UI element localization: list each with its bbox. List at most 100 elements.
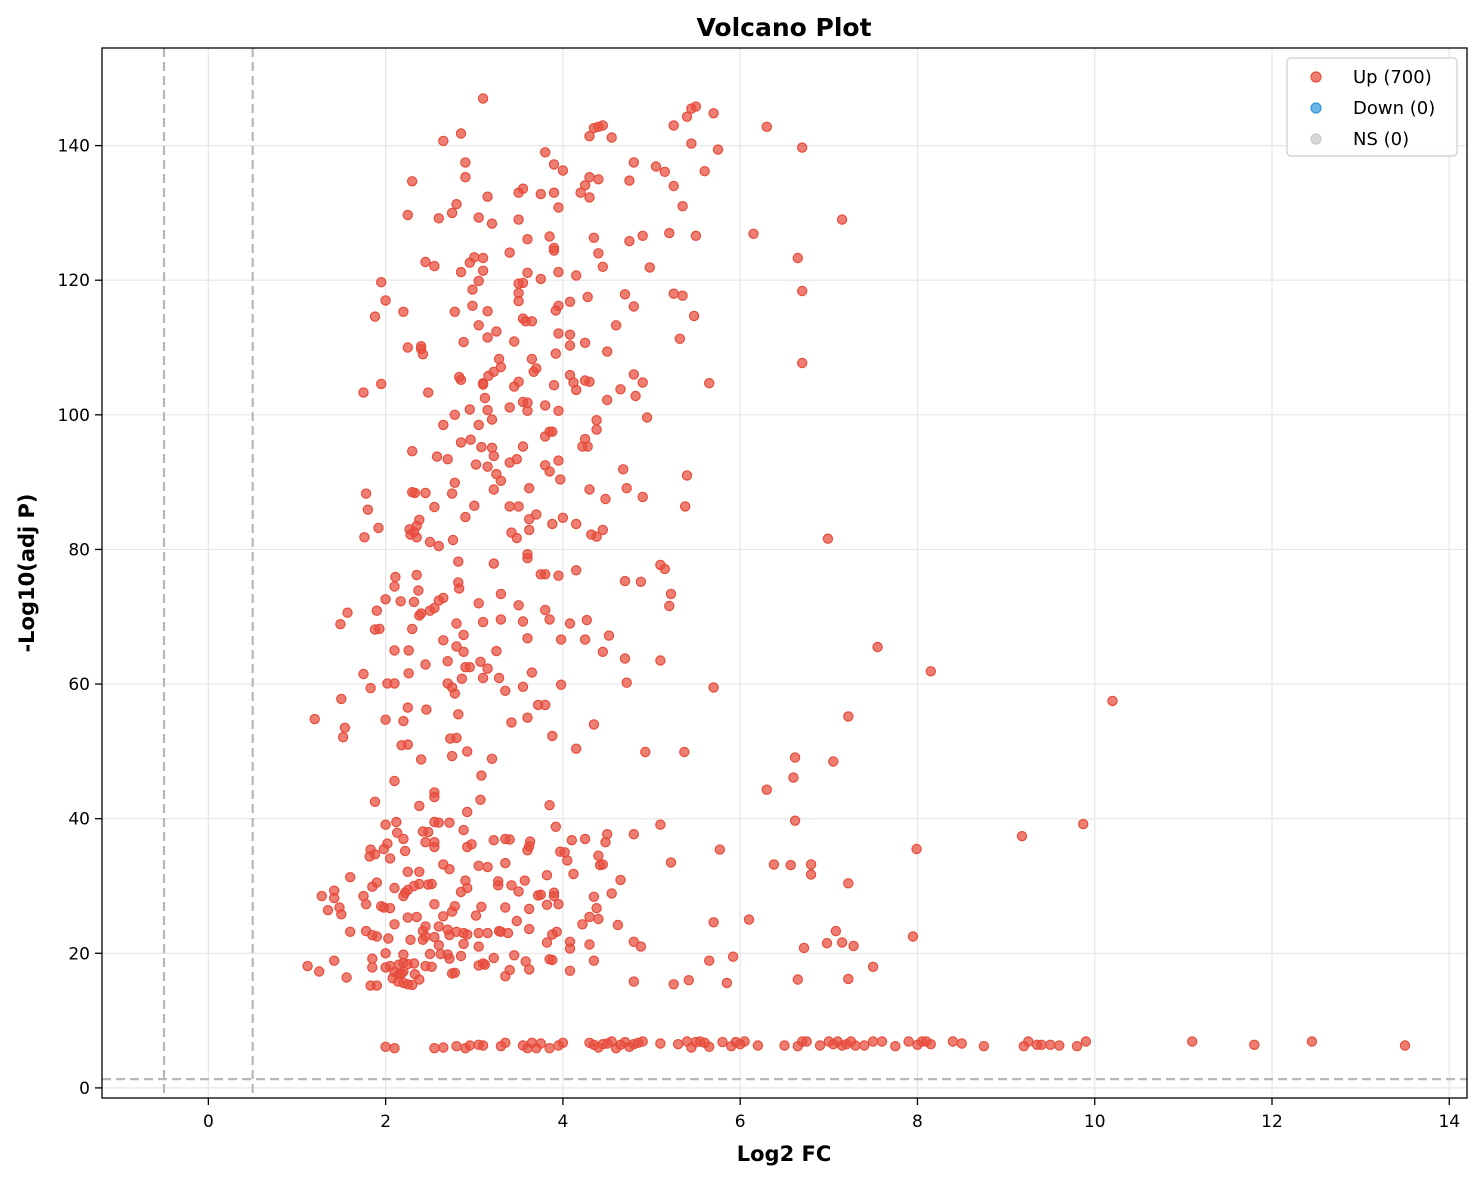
data-point (557, 165, 569, 176)
data-point (446, 488, 458, 499)
data-point (444, 817, 455, 828)
data-point (364, 851, 375, 862)
data-point (500, 857, 511, 869)
data-point (380, 295, 391, 306)
data-point (547, 518, 558, 530)
data-point (571, 518, 582, 530)
data-point (488, 835, 499, 846)
data-point (1023, 1036, 1034, 1047)
data-point (402, 958, 413, 970)
data-point (641, 412, 653, 423)
data-point (465, 434, 476, 445)
data-point (451, 641, 462, 652)
data-point (836, 214, 848, 225)
data-point (805, 869, 817, 880)
data-point (686, 103, 697, 114)
data-point (473, 212, 484, 223)
data-point (550, 821, 562, 833)
data-point (482, 663, 493, 674)
data-point (584, 939, 595, 950)
data-point (630, 390, 641, 402)
data-point (453, 556, 464, 567)
data-point (600, 493, 611, 505)
x-tick-label: 6 (735, 1112, 746, 1132)
data-point (517, 681, 529, 693)
data-point (470, 459, 482, 470)
data-point (615, 874, 626, 886)
data-point (407, 623, 418, 635)
data-point (371, 605, 382, 616)
data-point (610, 320, 622, 331)
data-point (535, 1038, 547, 1049)
data-point (890, 1040, 901, 1052)
data-point (867, 961, 879, 973)
data-point (411, 569, 422, 581)
data-point (579, 337, 591, 348)
data-point (628, 936, 640, 948)
data-point (822, 533, 834, 544)
data-point (562, 855, 573, 866)
data-point (438, 135, 449, 147)
chart-title: Volcano Plot (696, 13, 871, 42)
data-point (446, 906, 458, 917)
data-point (504, 402, 515, 413)
data-point (482, 332, 493, 343)
data-point (424, 536, 436, 548)
data-point (378, 902, 390, 913)
data-point (399, 845, 411, 857)
x-tick: 4 (557, 1098, 568, 1132)
data-point (365, 682, 376, 694)
data-point (557, 512, 569, 524)
y-tick: 20 (68, 944, 102, 964)
data-point (1036, 1039, 1047, 1051)
data-point (477, 616, 489, 628)
data-point (714, 844, 726, 855)
data-point (550, 305, 562, 316)
data-point (1045, 1039, 1056, 1051)
data-point (704, 955, 715, 966)
data-point (376, 378, 387, 390)
data-point (531, 509, 542, 520)
data-point (476, 441, 487, 453)
x-tick: 10 (1084, 1098, 1106, 1132)
data-point (708, 917, 719, 928)
data-point (469, 500, 480, 511)
data-point (600, 837, 611, 848)
data-point (482, 191, 493, 202)
data-point (482, 927, 493, 939)
data-point (584, 130, 595, 142)
data-point (398, 715, 409, 727)
data-point (1077, 818, 1089, 830)
data-point (797, 357, 808, 369)
data-point (517, 441, 529, 452)
data-point (395, 596, 406, 607)
data-point (540, 147, 551, 158)
data-point (316, 890, 327, 902)
data-point (360, 488, 372, 499)
data-point (414, 878, 425, 890)
data-point (659, 166, 671, 177)
y-axis-label: -Log10(adj P) (15, 493, 39, 652)
data-point (761, 784, 773, 795)
data-point (473, 320, 484, 331)
data-point (455, 886, 467, 898)
data-point (414, 800, 425, 812)
data-point (446, 207, 458, 219)
data-point (429, 816, 440, 828)
data-point (460, 171, 471, 183)
data-point (524, 524, 535, 536)
data-point (477, 265, 489, 276)
data-point (619, 289, 631, 300)
data-point (429, 899, 440, 910)
data-point (615, 384, 626, 395)
data-point (830, 925, 842, 937)
data-point (482, 861, 493, 873)
legend-marker (1310, 102, 1322, 114)
x-tick: 0 (203, 1098, 214, 1132)
data-point (421, 704, 432, 715)
data-point (464, 404, 475, 415)
data-point (335, 619, 346, 630)
data-point (486, 753, 498, 765)
data-point (628, 976, 640, 987)
data-point (358, 668, 369, 680)
